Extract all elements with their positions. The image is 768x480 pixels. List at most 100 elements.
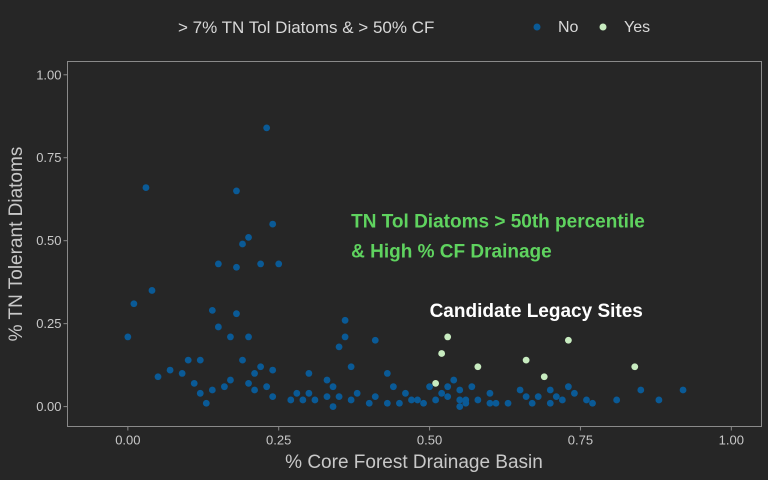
x-tick-label-3: 0.75 (568, 433, 593, 448)
point-no-63 (414, 396, 421, 404)
point-no-72 (456, 386, 464, 394)
point-no-97 (679, 386, 687, 394)
point-no-35 (269, 393, 277, 401)
point-no-11 (202, 399, 210, 407)
point-no-84 (528, 399, 536, 407)
point-no-50 (341, 316, 349, 324)
point-yes-4 (522, 356, 530, 364)
point-no-78 (486, 399, 494, 407)
point-no-26 (245, 379, 252, 387)
point-yes-0 (432, 379, 440, 387)
y-tick-label-3: 0.75 (36, 150, 61, 165)
point-no-76 (468, 383, 476, 391)
point-no-34 (269, 366, 277, 374)
point-no-45 (329, 383, 337, 391)
point-no-88 (552, 393, 560, 401)
point-no-15 (214, 323, 222, 331)
point-no-67 (438, 389, 446, 397)
point-no-4 (154, 373, 162, 381)
point-no-39 (299, 396, 307, 404)
point-no-40 (305, 389, 313, 397)
point-no-36 (275, 260, 283, 268)
point-no-46 (329, 403, 337, 410)
point-yes-1 (438, 350, 446, 357)
point-no-37 (287, 396, 295, 404)
point-no-51 (347, 363, 355, 371)
point-no-17 (227, 333, 234, 341)
point-no-55 (371, 336, 379, 344)
y-tick-label-1: 0.25 (36, 316, 61, 331)
point-no-81 (504, 399, 512, 407)
legend-title: > 7% TN Tol Diatoms & > 50% CF (178, 18, 434, 37)
point-no-60 (396, 399, 403, 407)
data-points (124, 124, 687, 410)
legend-marker-no (533, 23, 541, 31)
x-tick-label-4: 1.00 (719, 433, 744, 448)
point-no-3 (148, 287, 156, 294)
plot-panel (67, 61, 762, 427)
point-no-87 (546, 386, 554, 394)
point-no-56 (371, 393, 379, 401)
point-no-83 (522, 393, 530, 401)
x-axis-title: % Core Forest Drainage Basin (285, 452, 543, 473)
annotation-0: TN Tol Diatoms > 50th percentile (351, 211, 645, 232)
axis-ticks: 0.00 0.25 0.50 0.75 1.00 0.00 0.25 0.50 0.75 1.00 (36, 67, 744, 447)
point-no-73 (456, 403, 464, 410)
point-no-0 (124, 333, 132, 341)
point-no-31 (263, 124, 271, 132)
point-no-42 (311, 396, 319, 404)
point-no-2 (142, 184, 150, 191)
point-no-19 (233, 187, 240, 195)
point-no-75 (462, 399, 470, 407)
point-no-13 (208, 386, 216, 394)
legend-marker-yes (599, 23, 607, 31)
y-axis-title: % TN Tolerant Diatoms (6, 147, 27, 342)
point-no-41 (305, 370, 313, 377)
point-yes-2 (444, 333, 452, 341)
point-no-6 (178, 370, 186, 377)
point-no-23 (239, 356, 246, 364)
point-no-68 (444, 393, 452, 401)
point-yes-6 (564, 336, 572, 344)
point-no-95 (637, 386, 645, 394)
point-yes-5 (540, 373, 548, 381)
point-no-92 (583, 396, 590, 404)
point-no-7 (184, 356, 192, 364)
point-no-30 (257, 363, 265, 371)
point-yes-3 (474, 363, 482, 371)
point-no-52 (347, 396, 355, 404)
annotation-1: & High % CF Drainage (351, 241, 552, 262)
point-no-89 (558, 396, 566, 404)
point-no-44 (323, 376, 331, 384)
point-no-66 (432, 396, 440, 404)
legend-label-yes: Yes (624, 19, 650, 36)
point-no-49 (341, 333, 349, 341)
point-no-77 (474, 396, 482, 404)
point-no-82 (516, 386, 524, 394)
point-no-14 (214, 260, 222, 268)
point-no-94 (613, 396, 621, 404)
point-no-8 (190, 379, 198, 387)
point-no-10 (196, 389, 204, 397)
point-yes-7 (631, 363, 639, 371)
point-no-1 (130, 300, 138, 308)
point-no-79 (486, 389, 494, 397)
point-no-65 (426, 383, 433, 391)
point-no-21 (233, 310, 240, 318)
point-no-53 (353, 389, 361, 397)
legend: > 7% TN Tol Diatoms & > 50% CF No Yes (178, 18, 650, 37)
point-no-64 (420, 399, 427, 407)
point-no-28 (251, 386, 258, 394)
annotation-2: Candidate Legacy Sites (430, 301, 643, 322)
y-tick-label-2: 0.50 (36, 233, 61, 248)
point-no-69 (444, 383, 452, 391)
point-no-29 (257, 260, 265, 268)
point-no-43 (323, 393, 331, 401)
point-no-47 (335, 343, 343, 351)
point-no-18 (227, 376, 234, 384)
point-no-27 (251, 370, 258, 377)
y-tick-label-4: 1.00 (36, 67, 61, 82)
point-no-70 (450, 376, 458, 384)
point-no-54 (365, 399, 373, 407)
point-no-58 (383, 370, 391, 377)
